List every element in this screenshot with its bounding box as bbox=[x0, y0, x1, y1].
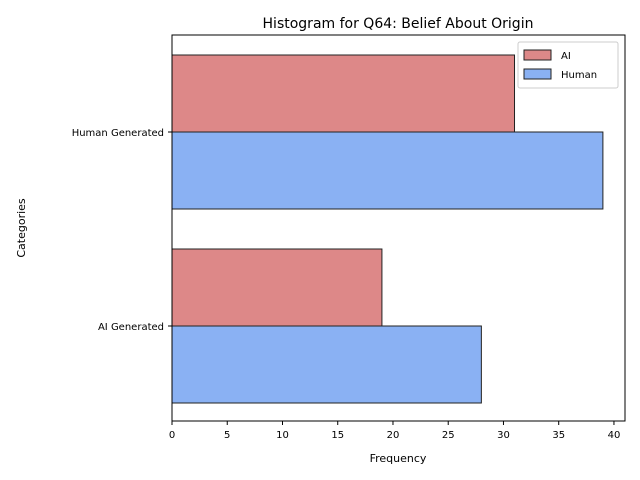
x-tick-label: 0 bbox=[169, 430, 175, 441]
bar-human-human-generated bbox=[171, 131, 604, 210]
y-axis: AI Generated Human Generated bbox=[72, 128, 172, 333]
chart-title: Histogram for Q64: Belief About Origin bbox=[263, 16, 534, 32]
legend: AI Human bbox=[517, 41, 619, 89]
x-tick-label: 20 bbox=[387, 430, 400, 441]
x-tick-label: 15 bbox=[331, 430, 344, 441]
x-axis-label: Frequency bbox=[370, 452, 427, 465]
x-tick-label: 25 bbox=[442, 430, 455, 441]
x-tick-label: 30 bbox=[497, 430, 510, 441]
legend-swatch-human bbox=[523, 68, 552, 80]
x-tick-label: 10 bbox=[276, 430, 289, 441]
y-axis-label: Categories bbox=[15, 198, 28, 258]
x-axis: 0 5 10 15 20 25 30 35 40 bbox=[169, 421, 621, 441]
plot-frame bbox=[171, 34, 626, 422]
x-tick-label: 35 bbox=[552, 430, 565, 441]
y-tick-label: AI Generated bbox=[98, 322, 164, 333]
legend-label-human: Human bbox=[561, 70, 597, 81]
x-tick-label: 40 bbox=[608, 430, 621, 441]
legend-box bbox=[517, 41, 619, 89]
y-tick-label: Human Generated bbox=[72, 128, 164, 139]
x-tick-label: 5 bbox=[224, 430, 230, 441]
legend-label-ai: AI bbox=[561, 51, 571, 62]
bar-human-ai-generated bbox=[171, 325, 482, 404]
bars-layer bbox=[171, 54, 604, 404]
bar-ai-human-generated bbox=[171, 54, 516, 133]
legend-swatch-ai bbox=[523, 49, 552, 61]
bar-ai-ai-generated bbox=[171, 248, 383, 327]
